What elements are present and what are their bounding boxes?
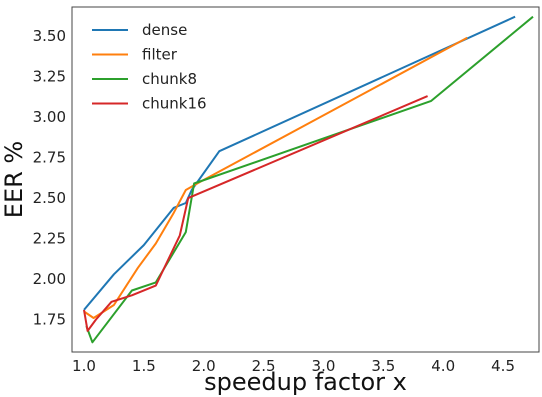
y-tick-label: 2.00 bbox=[33, 270, 66, 288]
y-tick-label: 3.50 bbox=[33, 27, 66, 45]
series-line-chunk16 bbox=[83, 95, 428, 332]
legend-label-chunk16: chunk16 bbox=[142, 95, 207, 113]
x-axis-ticks: 1.0 1.5 2.0 2.5 3.0 3.5 4.0 4.5 bbox=[72, 357, 515, 375]
x-tick-label: 2.0 bbox=[192, 357, 216, 375]
series-line-chunk8 bbox=[85, 15, 534, 344]
plot-area: 1.0 1.5 2.0 2.5 3.0 3.5 4.0 4.5 1.75 2.00 2.25 2.5… bbox=[33, 6, 540, 375]
x-tick-label: 4.0 bbox=[431, 357, 455, 375]
x-tick-label: 3.0 bbox=[312, 357, 336, 375]
x-axis-label: speedup factor x bbox=[204, 368, 407, 396]
legend-label-chunk8: chunk8 bbox=[142, 70, 197, 88]
x-tick-label: 4.5 bbox=[491, 357, 515, 375]
x-tick-label: 2.5 bbox=[252, 357, 276, 375]
x-tick-label: 3.5 bbox=[371, 357, 395, 375]
y-tick-label: 3.25 bbox=[33, 68, 66, 86]
x-tick-label: 1.0 bbox=[72, 357, 96, 375]
legend-label-dense: dense bbox=[142, 21, 187, 39]
legend-label-filter: filter bbox=[142, 46, 178, 64]
y-tick-label: 1.75 bbox=[33, 311, 66, 329]
y-tick-label: 2.25 bbox=[33, 230, 66, 248]
x-tick-label: 1.5 bbox=[132, 357, 156, 375]
plot-frame bbox=[71, 6, 540, 353]
y-axis-label: EER % bbox=[0, 141, 28, 218]
series-layer bbox=[83, 15, 534, 344]
y-tick-label: 3.00 bbox=[33, 108, 66, 126]
y-tick-label: 2.50 bbox=[33, 189, 66, 207]
y-axis-ticks: 1.75 2.00 2.25 2.50 2.75 3.00 3.25 3.50 bbox=[33, 27, 66, 328]
legend: dense filter chunk8 chunk16 bbox=[82, 15, 230, 121]
y-tick-label: 2.75 bbox=[33, 149, 66, 167]
series-line-dense bbox=[83, 15, 516, 311]
